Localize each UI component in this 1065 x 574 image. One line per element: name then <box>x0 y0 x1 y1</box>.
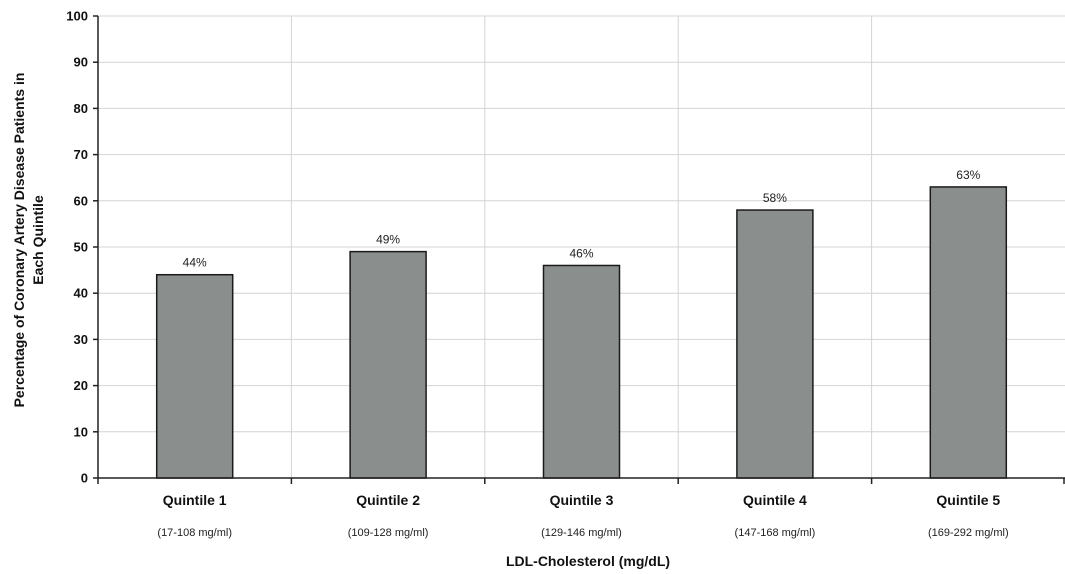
y-axis-title-line-1: Percentage of Coronary Artery Disease Pa… <box>11 73 27 408</box>
y-tick-label: 90 <box>74 55 88 70</box>
gridlines <box>98 15 1065 478</box>
y-tick-label: 40 <box>74 286 88 301</box>
bar <box>736 209 814 479</box>
x-axis-title: LDL-Cholesterol (mg/dL) <box>506 553 670 569</box>
x-tick-sublabel: (169-292 mg/ml) <box>928 527 1009 539</box>
y-tick-label: 60 <box>74 193 88 208</box>
axes <box>93 15 1065 484</box>
x-tick-label: Quintile 1 <box>163 492 227 508</box>
y-tick-label: 80 <box>74 101 88 116</box>
x-tick-sublabel: (109-128 mg/ml) <box>348 527 429 539</box>
data-label: 44% <box>183 256 207 270</box>
y-tick-label: 50 <box>74 240 88 255</box>
x-tick-sublabel: (17-108 mg/ml) <box>157 527 232 539</box>
labels: 44% Quintile 1 (17-108 mg/ml) 49% Quintile 2… <box>66 9 1008 540</box>
x-tick-label: Quintile 5 <box>936 492 1000 508</box>
y-tick-label: 10 <box>74 424 88 439</box>
y-axis-title-line-2: Each Quintile <box>30 195 46 285</box>
x-tick-sublabel: (129-146 mg/ml) <box>541 527 622 539</box>
y-tick-label: 100 <box>66 9 88 24</box>
x-tick-label: Quintile 4 <box>743 492 807 508</box>
bars <box>155 186 1008 479</box>
y-tick-label: 0 <box>81 471 88 486</box>
x-tick-label: Quintile 2 <box>356 492 420 508</box>
data-label: 58% <box>763 191 787 205</box>
data-label: 46% <box>569 246 593 260</box>
bar <box>542 264 621 479</box>
bar <box>349 250 427 479</box>
data-label: 49% <box>376 233 400 247</box>
x-tick-sublabel: (147-168 mg/ml) <box>735 527 816 539</box>
y-tick-label: 70 <box>74 147 88 162</box>
x-tick-label: Quintile 3 <box>550 492 614 508</box>
y-tick-label: 30 <box>74 332 88 347</box>
bar <box>155 273 234 479</box>
bar <box>929 186 1008 479</box>
y-tick-label: 20 <box>74 378 88 393</box>
data-label: 63% <box>956 168 980 182</box>
